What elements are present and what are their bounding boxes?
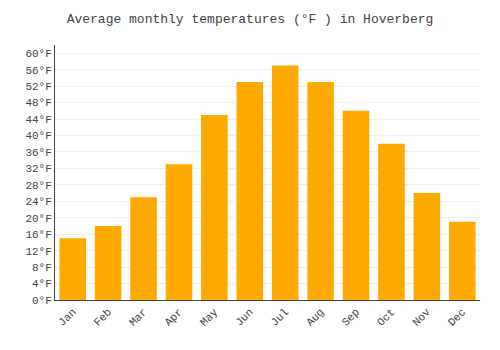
svg-text:4°F: 4°F <box>32 278 52 290</box>
svg-text:24°F: 24°F <box>25 196 51 208</box>
svg-text:52°F: 52°F <box>25 81 51 93</box>
svg-text:Dec: Dec <box>446 306 468 328</box>
svg-text:8°F: 8°F <box>32 262 52 274</box>
svg-text:Average monthly temperatures (: Average monthly temperatures (°F ) in Ho… <box>67 12 434 27</box>
svg-text:32°F: 32°F <box>25 163 51 175</box>
svg-text:60°F: 60°F <box>25 48 51 60</box>
svg-text:May: May <box>198 306 221 329</box>
svg-text:20°F: 20°F <box>25 213 51 225</box>
svg-text:Oct: Oct <box>375 306 397 328</box>
svg-text:28°F: 28°F <box>25 180 51 192</box>
svg-text:36°F: 36°F <box>25 147 51 159</box>
svg-text:Apr: Apr <box>162 306 184 328</box>
svg-text:Jul: Jul <box>269 306 291 328</box>
svg-text:Jan: Jan <box>56 306 78 328</box>
svg-text:Aug: Aug <box>304 306 326 328</box>
svg-text:0°F: 0°F <box>32 295 52 307</box>
svg-text:56°F: 56°F <box>25 65 51 77</box>
svg-text:Jun: Jun <box>233 306 255 328</box>
svg-text:Feb: Feb <box>92 306 114 328</box>
svg-text:12°F: 12°F <box>25 246 51 258</box>
svg-text:Sep: Sep <box>340 306 362 328</box>
svg-text:40°F: 40°F <box>25 130 51 142</box>
svg-text:Mar: Mar <box>127 306 149 328</box>
svg-text:16°F: 16°F <box>25 229 51 241</box>
svg-text:44°F: 44°F <box>25 114 51 126</box>
svg-text:48°F: 48°F <box>25 97 51 109</box>
svg-text:Nov: Nov <box>410 306 433 329</box>
